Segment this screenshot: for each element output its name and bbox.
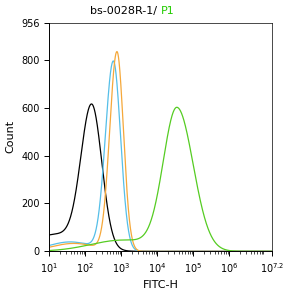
Y-axis label: Count: Count bbox=[6, 120, 16, 154]
Text: bs-0028R-1/: bs-0028R-1/ bbox=[90, 6, 161, 16]
X-axis label: FITC-H: FITC-H bbox=[143, 280, 179, 290]
Text: P1: P1 bbox=[161, 6, 175, 16]
